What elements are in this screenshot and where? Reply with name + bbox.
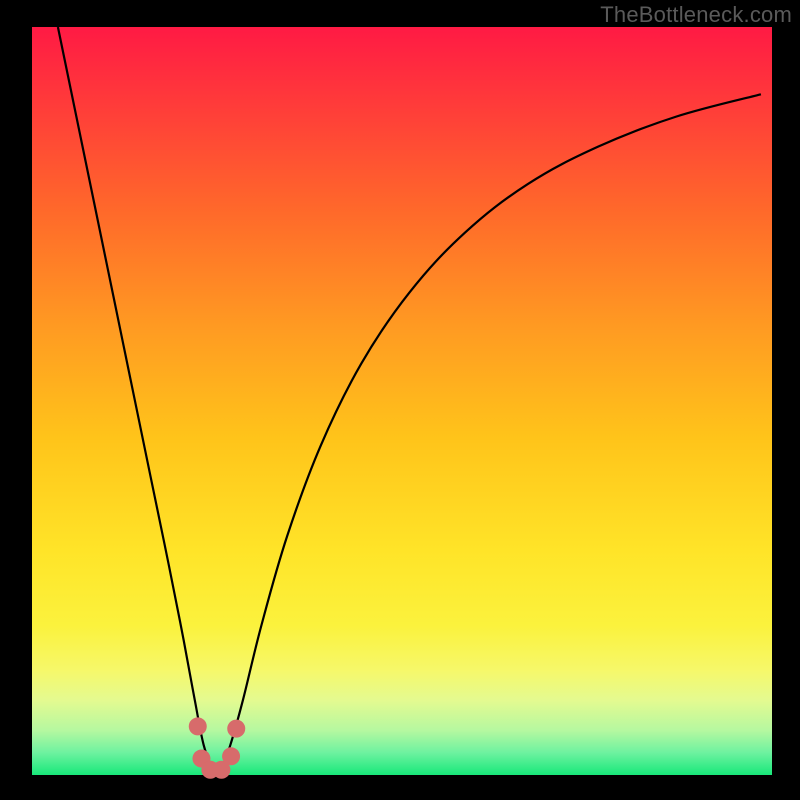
data-point bbox=[227, 720, 245, 738]
data-point bbox=[189, 717, 207, 735]
data-point bbox=[222, 747, 240, 765]
watermark-text: TheBottleneck.com bbox=[600, 2, 792, 28]
bottleneck-chart bbox=[0, 0, 800, 800]
chart-container: { "watermark": { "text": "TheBottleneck.… bbox=[0, 0, 800, 800]
plot-background bbox=[32, 27, 772, 775]
